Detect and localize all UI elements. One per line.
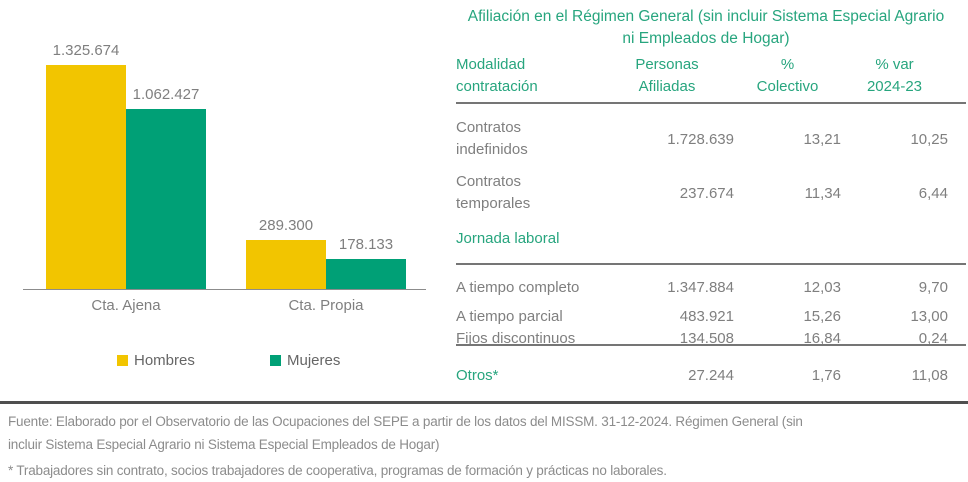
row-label: A tiempo parcial [456, 307, 563, 325]
legend-label: Mujeres [287, 352, 341, 369]
footer: Fuente: Elaborado por el Observatorio de… [8, 410, 960, 482]
divider [456, 102, 966, 104]
category-label-cta-ajena: Cta. Ajena [91, 297, 161, 314]
bar-mujeres-cta-propia [326, 259, 406, 289]
row-label: Fijos discontinuos [456, 329, 576, 347]
source-text-line: Fuente: Elaborado por el Observatorio de… [8, 414, 803, 429]
bar-mujeres-cta-ajena [126, 109, 206, 289]
table-row-otros: Otros* 27.244 1,76 11,08 [456, 360, 948, 390]
row-label: Otros* [456, 366, 499, 384]
column-header-var: % var 2024-23 [866, 56, 923, 95]
legend-swatch [270, 355, 281, 366]
bar-value-label: 289.300 [258, 217, 314, 234]
cell-colectivo: 16,84 [803, 329, 841, 347]
table-title: Afiliación en el Régimen General (sin in… [467, 8, 945, 47]
cell-var: 9,70 [918, 278, 948, 296]
divider [456, 344, 966, 346]
chart-legend: Hombres Mujeres [0, 352, 456, 372]
cell-var: 13,00 [910, 307, 948, 325]
cell-var: 11,08 [911, 366, 948, 384]
cell-personas: 483.921 [679, 307, 734, 325]
row-label: A tiempo completo [456, 278, 580, 296]
table-header-row: Modalidad contratación Personas Afiliada… [456, 54, 948, 98]
cell-colectivo: 1,76 [811, 366, 841, 384]
cell-colectivo: 11,34 [804, 184, 841, 202]
cell-colectivo: 15,26 [803, 307, 841, 325]
footer-divider [0, 401, 968, 404]
cell-var: 10,25 [910, 130, 948, 148]
column-header-modalidad: Modalidad contratación [456, 56, 538, 95]
cell-colectivo: 12,03 [803, 278, 841, 296]
category-label-cta-propia: Cta. Propia [288, 297, 364, 314]
section-label: Jornada laboral [456, 229, 560, 247]
plot-area: 1.325.674 1.062.427 289.300 178.133 [0, 0, 456, 289]
footnote-text: * Trabajadores sin contrato, socios trab… [8, 463, 667, 478]
x-axis [23, 289, 426, 290]
divider [456, 263, 966, 265]
legend-label: Hombres [134, 352, 195, 369]
bar-value-label: 178.133 [338, 236, 394, 253]
cell-colectivo: 13,21 [803, 130, 841, 148]
cell-personas: 237.674 [679, 184, 734, 202]
cell-var: 6,44 [918, 184, 948, 202]
column-header-colectivo: % Colectivo [756, 56, 819, 95]
legend-item-hombres: Hombres [117, 352, 195, 369]
table-row-fijos-discontinuos: Fijos discontinuos 134.508 16,84 0,24 [456, 327, 948, 349]
table-row-tiempo-completo: A tiempo completo 1.347.884 12,03 9,70 [456, 272, 948, 302]
cell-var: 0,24 [918, 329, 948, 347]
row-label: Contratos temporales [456, 173, 531, 212]
legend-swatch [117, 355, 128, 366]
bar-value-label: 1.062.427 [132, 86, 200, 103]
cell-personas: 1.347.884 [667, 278, 734, 296]
row-label: Contratos indefinidos [456, 119, 528, 158]
column-header-personas: Personas Afiliadas [635, 56, 699, 95]
table-row-tiempo-parcial: A tiempo parcial 483.921 15,26 13,00 [456, 305, 948, 327]
table-row-contratos-indefinidos: Contratos indefinidos 1.728.639 13,21 10… [456, 112, 948, 166]
table-row-contratos-temporales: Contratos temporales 237.674 11,34 6,44 [456, 166, 948, 220]
legend-item-mujeres: Mujeres [270, 352, 340, 369]
bar-hombres-cta-ajena [46, 65, 126, 289]
bar-hombres-cta-propia [246, 240, 326, 289]
cell-personas: 134.508 [679, 329, 734, 347]
cell-personas: 1.728.639 [667, 130, 734, 148]
affiliation-table: Afiliación en el Régimen General (sin in… [456, 0, 968, 405]
bar-value-label: 1.325.674 [52, 42, 120, 59]
affiliation-bar-chart: 1.325.674 1.062.427 289.300 178.133 Cta. Aj… [0, 0, 456, 405]
table-section-jornada-laboral: Jornada laboral [456, 226, 948, 250]
cell-personas: 27.244 [688, 366, 734, 384]
source-text-line: incluir Sistema Especial Agrario ni Sist… [8, 437, 440, 452]
